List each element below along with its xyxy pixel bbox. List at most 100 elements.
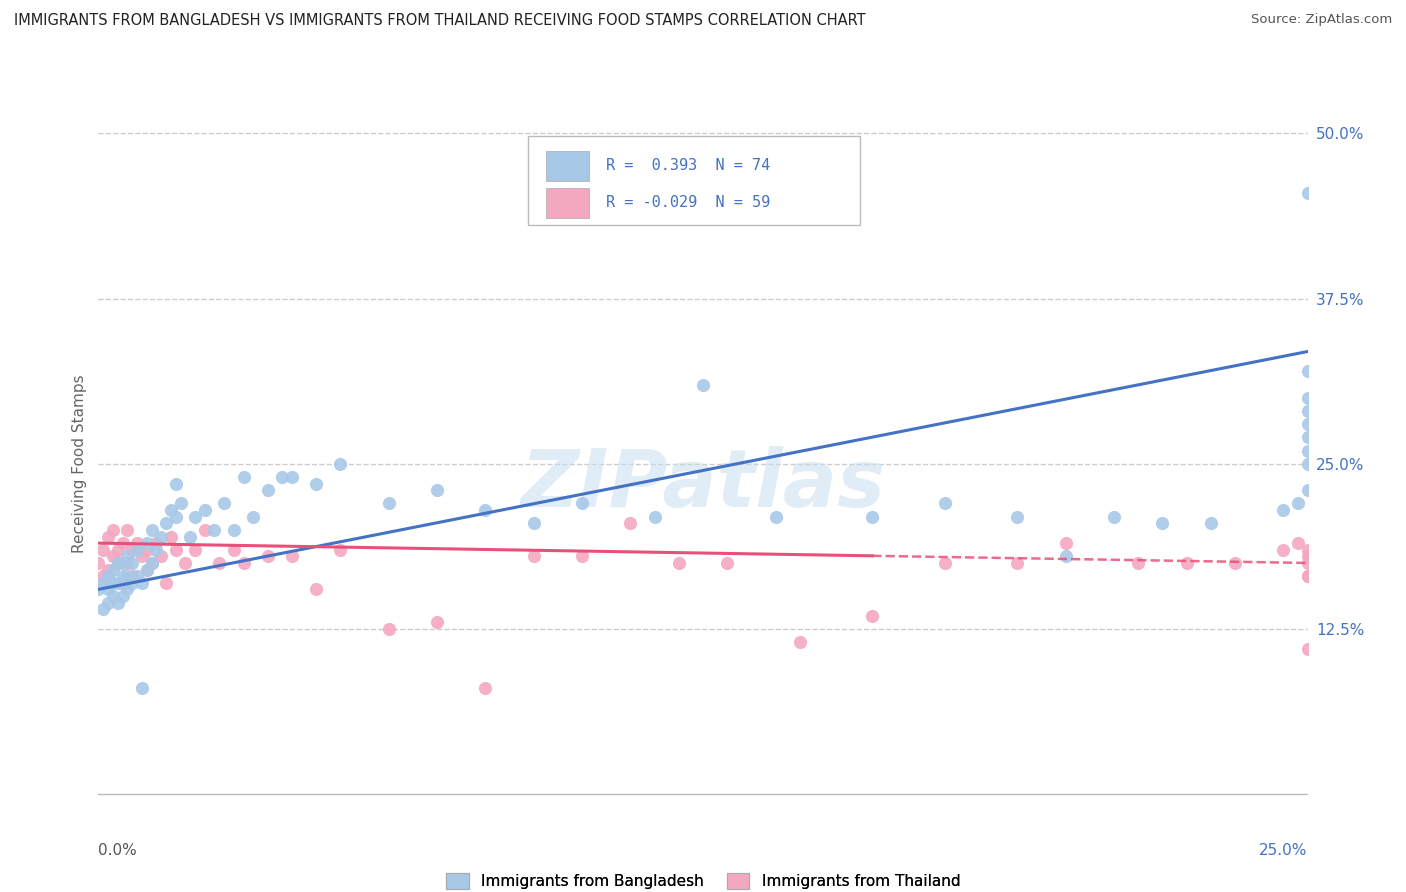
Point — [474, 503, 496, 517]
Point — [222, 542, 245, 557]
Text: ZIPatlas: ZIPatlas — [520, 446, 886, 524]
Point — [1296, 457, 1319, 471]
Point — [111, 589, 134, 603]
Point — [377, 496, 399, 510]
Point — [644, 509, 666, 524]
Point — [1199, 516, 1222, 531]
Text: R =  0.393  N = 74: R = 0.393 N = 74 — [606, 158, 770, 173]
Point — [426, 615, 449, 630]
Point — [107, 596, 129, 610]
Point — [474, 681, 496, 696]
Point — [242, 509, 264, 524]
Point — [1272, 503, 1295, 517]
Point — [523, 516, 546, 531]
Point — [1272, 542, 1295, 557]
Text: 25.0%: 25.0% — [1260, 843, 1308, 858]
Point — [1102, 509, 1125, 524]
Point — [135, 536, 157, 550]
Point — [571, 496, 593, 510]
Text: Source: ZipAtlas.com: Source: ZipAtlas.com — [1251, 13, 1392, 27]
Point — [91, 602, 114, 616]
Point — [127, 536, 149, 550]
Point — [305, 476, 328, 491]
Y-axis label: Receiving Food Stamps: Receiving Food Stamps — [72, 375, 87, 553]
Point — [329, 457, 352, 471]
Point — [91, 575, 114, 590]
Point — [131, 681, 153, 696]
Point — [1296, 569, 1319, 583]
Point — [1296, 404, 1319, 418]
Point — [1296, 641, 1319, 656]
Point — [101, 563, 124, 577]
Point — [107, 575, 129, 590]
Point — [165, 509, 187, 524]
Point — [184, 542, 207, 557]
Point — [111, 556, 134, 570]
Point — [150, 529, 173, 543]
Point — [1175, 556, 1198, 570]
Point — [91, 542, 114, 557]
Point — [107, 556, 129, 570]
Point — [97, 529, 120, 543]
Point — [117, 556, 139, 570]
Point — [1007, 556, 1029, 570]
Point — [101, 575, 124, 590]
Point — [619, 516, 641, 531]
Point — [934, 496, 956, 510]
Point — [256, 549, 278, 564]
Point — [184, 509, 207, 524]
Point — [1007, 509, 1029, 524]
Point — [212, 496, 235, 510]
Legend: Immigrants from Bangladesh, Immigrants from Thailand: Immigrants from Bangladesh, Immigrants f… — [440, 867, 966, 892]
Point — [97, 563, 120, 577]
Point — [121, 569, 143, 583]
Point — [121, 556, 143, 570]
Point — [1286, 536, 1309, 550]
Point — [131, 549, 153, 564]
FancyBboxPatch shape — [546, 187, 589, 218]
Point — [165, 542, 187, 557]
Point — [194, 503, 217, 517]
Point — [1223, 556, 1246, 570]
Point — [141, 523, 163, 537]
Point — [1296, 556, 1319, 570]
Point — [1054, 536, 1077, 550]
Point — [692, 377, 714, 392]
Point — [1152, 516, 1174, 531]
Point — [1296, 549, 1319, 564]
Text: IMMIGRANTS FROM BANGLADESH VS IMMIGRANTS FROM THAILAND RECEIVING FOOD STAMPS COR: IMMIGRANTS FROM BANGLADESH VS IMMIGRANTS… — [14, 13, 866, 29]
Point — [179, 529, 201, 543]
Point — [281, 549, 304, 564]
Point — [127, 569, 149, 583]
Point — [174, 556, 197, 570]
Point — [141, 556, 163, 570]
Point — [111, 569, 134, 583]
Point — [160, 503, 183, 517]
Point — [165, 476, 187, 491]
Point — [523, 549, 546, 564]
Point — [87, 582, 110, 597]
Point — [111, 536, 134, 550]
Point — [271, 470, 294, 484]
Point — [107, 556, 129, 570]
Point — [1296, 391, 1319, 405]
Point — [135, 542, 157, 557]
Point — [117, 582, 139, 597]
Point — [155, 516, 177, 531]
Point — [1296, 569, 1319, 583]
Point — [1296, 186, 1319, 200]
FancyBboxPatch shape — [527, 136, 860, 225]
Text: 0.0%: 0.0% — [98, 843, 138, 858]
Point — [222, 523, 245, 537]
Point — [934, 556, 956, 570]
Point — [1296, 417, 1319, 432]
Point — [1296, 542, 1319, 557]
Point — [426, 483, 449, 498]
Point — [204, 523, 226, 537]
Point — [160, 529, 183, 543]
Point — [135, 563, 157, 577]
Point — [668, 556, 690, 570]
Point — [860, 608, 883, 623]
Point — [208, 556, 231, 570]
Point — [1296, 483, 1319, 498]
